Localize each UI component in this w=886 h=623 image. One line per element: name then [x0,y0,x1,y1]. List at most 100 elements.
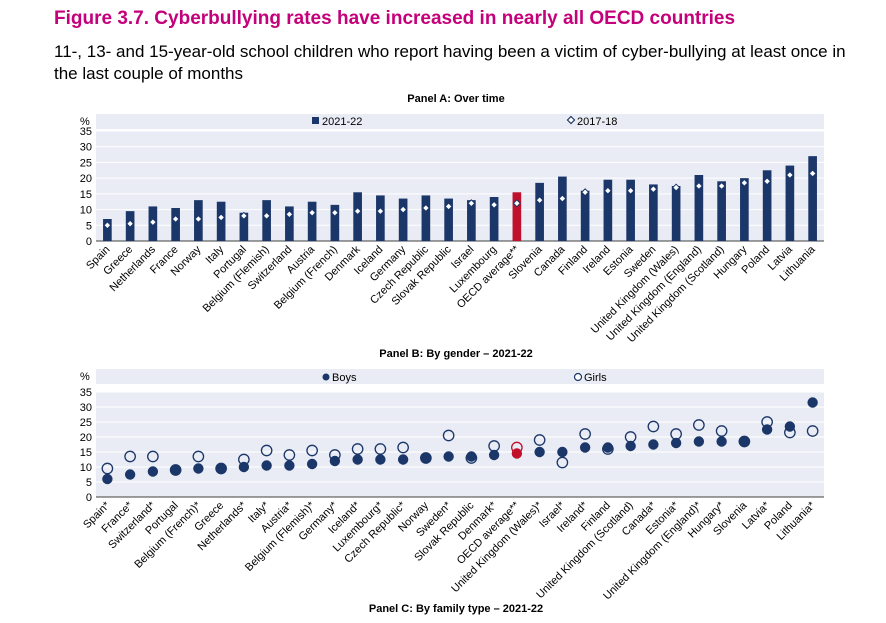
dot-girls [351,443,364,455]
bar-2021-22 [762,170,772,241]
dot-girls [397,441,409,454]
panel-a: Panel A: Over time % 2021-22 2017-18 0 5 1… [80,93,824,345]
marker-2017-18 [603,186,612,195]
dot-girls [806,425,819,437]
marker-2017-18 [808,169,817,178]
dot-girls [647,420,660,433]
marker-2017-18 [399,205,408,214]
dot-boys [693,436,705,447]
dot-girls [169,464,182,476]
panel-a-title: Panel A: Over time [407,93,504,105]
marker-2017-18 [308,208,317,217]
legend-boys-marker [322,373,330,381]
dot-boys [397,454,409,465]
dot-girls [556,456,569,469]
panel-b-y-tick-label: 10 [80,462,92,474]
marker-2017-18 [785,170,794,180]
panel-b-title: Panel B: By gender – 2021-22 [379,348,532,360]
bar-2021-22 [398,198,408,241]
dot-girls [215,462,227,475]
marker-2017-18 [444,202,453,211]
dot-boys [170,464,181,476]
dot-boys [739,436,750,447]
panel-b-plot-area [96,392,824,497]
dot-boys [284,460,295,471]
bar-2021-22 [353,192,362,241]
bar-2021-22 [717,181,726,241]
bar-2021-22 [171,208,180,241]
dot-boys [261,460,272,471]
panel-a-y-tick-label: 15 [80,189,92,201]
dot-boys [534,446,545,458]
panel-b-y-tick-label: 15 [80,447,92,459]
bar-2021-22 [558,176,567,241]
marker-2017-18 [490,200,499,209]
marker-2017-18 [535,196,544,205]
marker-2017-18 [421,203,430,213]
dot-girls [238,453,250,466]
panel-b-plot: 05101520253035Spain*France*Switzerland*P… [80,387,824,602]
bar-2021-22 [262,200,271,241]
marker-2017-18 [217,213,226,222]
marker-2017-18 [330,208,339,217]
dot-girls [283,449,296,461]
marker-2017-18 [126,219,135,228]
bar-2021-22 [603,179,613,241]
bar-2021-22 [376,195,385,241]
marker-2017-18 [512,199,521,208]
marker-2017-18 [148,218,157,227]
panel-a-y-tick-label: 30 [80,142,92,154]
dot-boys [215,463,227,474]
marker-2017-18 [694,181,703,191]
panel-a-plot: 05101520253035SpainGreeceNetherlandsFran… [80,126,824,345]
bar-2021-22 [307,201,317,241]
dot-girls [465,452,478,464]
panel-a-y-tick-label: 10 [80,205,92,217]
dot-girls [670,428,682,440]
bar-2021-22 [467,200,476,241]
legend-2021-22-label: 2021-22 [322,116,362,128]
dot-boys [488,449,500,461]
marker-2017-18 [649,185,658,194]
panel-b-legend-band [96,369,824,384]
legend-2017-18-label: 2017-18 [577,116,617,128]
marker-2017-18 [558,194,567,203]
bar-2021-22 [626,179,635,241]
figure-title: Figure 3.7. Cyberbullying rates have inc… [54,8,736,29]
panel-b: Panel B: By gender – 2021-22 % Boys Girl… [80,348,824,602]
dot-boys [784,421,796,432]
dot-girls [624,431,637,443]
dot-girls [761,416,773,428]
dot-boys [329,455,341,467]
panel-b-y-tick-label: 35 [80,387,92,399]
dot-boys [511,448,523,459]
bar-2021-22 [649,184,658,241]
dot-girls [306,444,318,457]
marker-2017-18 [353,207,362,216]
panel-b-y-tick-label: 0 [86,492,92,504]
figure-subtitle: 11-, 13- and 15-year-old school children… [54,42,846,83]
panel-b-y-tick-label: 25 [80,417,92,429]
panel-a-plot-area [96,131,824,241]
dot-girls [715,425,728,437]
dot-girls [602,443,614,455]
panel-b-y-tick-label: 30 [80,402,92,414]
dot-boys [579,442,591,453]
dot-girls [533,434,546,446]
legend-2021-22-swatch [312,117,319,124]
marker-2017-18 [763,177,772,186]
panel-a-y-tick-label: 25 [80,157,92,169]
panel-a-y-unit: % [80,116,90,128]
bar-2021-22 [512,192,522,241]
panel-a-y-tick-label: 0 [86,236,92,248]
marker-2017-18 [285,210,294,219]
marker-2017-18 [717,181,726,191]
marker-2017-18 [239,211,248,220]
legend-girls-label: Girls [584,372,607,384]
panel-b-y-tick-label: 20 [80,432,92,444]
bar-2021-22 [740,178,749,241]
panel-a-y-tick-label: 5 [86,220,92,232]
dot-girls [738,435,751,448]
legend-girls-marker [573,372,583,382]
dot-boys [625,440,636,452]
